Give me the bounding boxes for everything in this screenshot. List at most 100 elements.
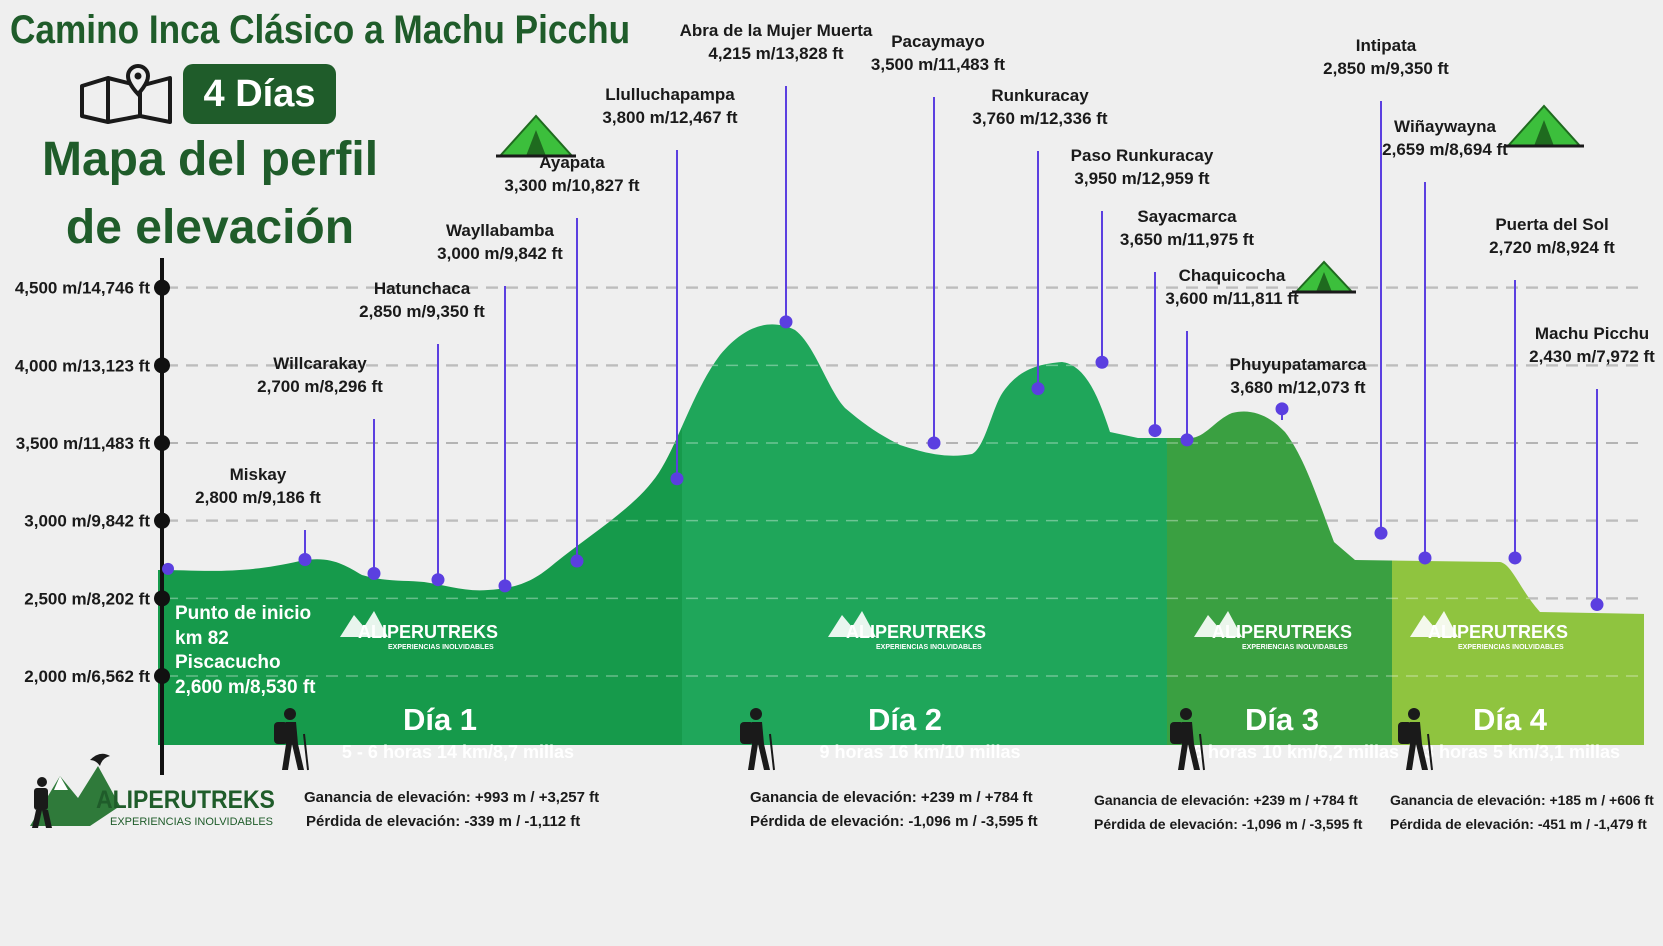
waypoint-dot: [1275, 402, 1289, 416]
start-line4: 2,600 m/8,530 ft: [175, 677, 316, 698]
waypoint-dot: [1031, 382, 1045, 396]
watermark-tagline: EXPERIENCIAS INOLVIDABLES: [388, 644, 494, 651]
tent-icon: [496, 114, 576, 158]
waypoint-name: Wayllabamba: [446, 221, 555, 240]
waypoint-labels: Miskay 2,800 m/9,186 ft Willcarakay 2,700 m…: [195, 21, 1655, 507]
day3-loss: Pérdida de elevación: -1,096 m / -3,595 …: [1094, 816, 1363, 832]
tent-icon: [1504, 104, 1584, 148]
day4-info: 3 horas 5 km/3,1 millas: [1424, 742, 1620, 762]
page-subtitle: Mapa del perfil de elevación: [10, 126, 410, 262]
watermark-logo: ALIPERUTREKS EXPERIENCIAS INOLVIDABLES: [340, 611, 498, 651]
watermark-brand: ALIPERUTREKS: [358, 622, 498, 642]
watermark-logo: ALIPERUTREKS EXPERIENCIAS INOLVIDABLES: [1194, 611, 1352, 651]
y-tick-label: 2,000 m/6,562 ft: [24, 667, 150, 686]
y-axis-ticks: 4,500 m/14,746 ft 4,000 m/13,123 ft 3,500 …: [15, 279, 170, 686]
waypoint-elevation: 4,215 m/13,828 ft: [708, 44, 843, 63]
waypoint-elevation: 3,500 m/11,483 ft: [871, 55, 1006, 74]
waypoint-dot: [1148, 424, 1162, 438]
waypoint-dot: [1180, 433, 1194, 447]
y-tick-dot: [154, 435, 170, 452]
waypoint-dot: [367, 566, 381, 580]
waypoint-dot: [431, 573, 445, 587]
day1-stats: Ganancia de elevación: +993 m / +3,257 f…: [304, 786, 599, 834]
hiker-icon: [1170, 708, 1205, 771]
waypoint-name: Abra de la Mujer Muerta: [680, 21, 873, 40]
waypoint-elevation: 2,659 m/8,694 ft: [1382, 140, 1508, 159]
day4-loss: Pérdida de elevación: -451 m / -1,479 ft: [1390, 816, 1647, 832]
waypoint-name: Miskay: [230, 465, 287, 484]
hiker-icon: [274, 708, 309, 771]
y-tick-label: 2,500 m/8,202 ft: [24, 589, 150, 608]
waypoint-dot: [1418, 551, 1432, 565]
waypoint-elevation: 3,600 m/11,811 ft: [1165, 289, 1299, 308]
waypoint-dot: [1374, 526, 1388, 540]
waypoint-dot: [298, 553, 312, 567]
waypoint-elevation: 3,680 m/12,073 ft: [1230, 378, 1365, 397]
start-line1: Punto de inicio: [175, 603, 311, 624]
waypoint-dot: [1095, 355, 1109, 369]
tent-icon: [1292, 260, 1356, 294]
watermark-brand: ALIPERUTREKS: [1428, 622, 1568, 642]
day1-block: Día 1 5 - 6 horas 14 km/8,7 millas: [342, 702, 574, 762]
waypoint-dot: [927, 436, 941, 450]
day1-info: 5 - 6 horas 14 km/8,7 millas: [342, 742, 574, 762]
y-tick-label: 3,000 m/9,842 ft: [24, 512, 150, 531]
start-line3: Piscacucho: [175, 652, 281, 673]
watermark-logo: ALIPERUTREKS EXPERIENCIAS INOLVIDABLES: [1410, 611, 1568, 651]
waypoint-dot: [779, 315, 793, 329]
day1-label: Día 1: [403, 702, 477, 737]
brand-tagline: EXPERIENCIAS INOLVIDABLES: [110, 816, 274, 828]
day1-loss: Pérdida de elevación: -339 m / -1,112 ft: [306, 813, 581, 830]
waypoint-dot: [1590, 598, 1604, 612]
start-label: Punto de inicio km 82 Piscacucho 2,600 m…: [175, 603, 316, 698]
waypoint-name: Chaquicocha: [1179, 266, 1286, 285]
waypoint-elevation: 3,760 m/12,336 ft: [972, 109, 1107, 128]
subtitle-line2: de elevación: [65, 201, 355, 254]
start-dot: [162, 562, 174, 575]
waypoint-elevation: 3,000 m/9,842 ft: [437, 244, 563, 263]
brand-logo: [30, 753, 120, 828]
waypoint-elevation: 2,430 m/7,972 ft: [1529, 347, 1655, 366]
waypoint-elevation: 3,300 m/10,827 ft: [504, 176, 639, 195]
waypoint-name: Wiñaywayna: [1394, 117, 1496, 136]
day3-info: 6 horas 10 km/6,2 millas: [1193, 742, 1399, 762]
subtitle-line1: Mapa del perfil: [41, 133, 379, 186]
y-tick-dot: [154, 357, 170, 374]
waypoint-elevation: 3,800 m/12,467 ft: [602, 108, 737, 127]
watermark-brand: ALIPERUTREKS: [846, 622, 986, 642]
day2-gain: Ganancia de elevación: +239 m / +784 ft: [750, 789, 1033, 806]
day2-block: Día 2 9 horas 16 km/10 millas: [819, 702, 1020, 762]
y-tick-label: 4,500 m/14,746 ft: [15, 279, 150, 298]
day2-info: 9 horas 16 km/10 millas: [819, 742, 1020, 762]
day4-label: Día 4: [1473, 702, 1548, 737]
waypoint-elevation: 2,700 m/8,296 ft: [257, 377, 383, 396]
watermark-tagline: EXPERIENCIAS INOLVIDABLES: [876, 644, 982, 651]
waypoint-name: Hatunchaca: [374, 279, 471, 298]
day2-stats: Ganancia de elevación: +239 m / +784 ft …: [750, 786, 1038, 834]
waypoint-name: Runkuracay: [991, 86, 1089, 105]
waypoint-name: Paso Runkuracay: [1071, 146, 1214, 165]
day2-loss: Pérdida de elevación: -1,096 m / -3,595 …: [750, 813, 1038, 830]
waypoint-elevation: 2,850 m/9,350 ft: [359, 302, 485, 321]
day3-block: Día 3 6 horas 10 km/6,2 millas: [1193, 702, 1399, 762]
watermark-tagline: EXPERIENCIAS INOLVIDABLES: [1458, 644, 1564, 651]
day4-stats: Ganancia de elevación: +185 m / +606 ft …: [1390, 788, 1654, 836]
waypoint-name: Willcarakay: [273, 354, 367, 373]
waypoint-elevation: 2,800 m/9,186 ft: [195, 488, 321, 507]
waypoint-name: Machu Picchu: [1535, 324, 1649, 343]
waypoint-name: Puerta del Sol: [1495, 215, 1608, 234]
day3-label: Día 3: [1245, 702, 1319, 737]
y-tick-dot: [154, 590, 170, 607]
y-tick-label: 3,500 m/11,483 ft: [16, 434, 151, 453]
day3-stats: Ganancia de elevación: +239 m / +784 ft …: [1094, 788, 1362, 836]
day4-gain: Ganancia de elevación: +185 m / +606 ft: [1390, 792, 1654, 808]
waypoint-name: Intipata: [1356, 36, 1417, 55]
waypoint-elevation: 3,650 m/11,975 ft: [1120, 230, 1255, 249]
waypoint-name: Pacaymayo: [891, 32, 985, 51]
y-tick-dot: [154, 279, 170, 296]
waypoint-dot: [570, 554, 584, 568]
day1-gain: Ganancia de elevación: +993 m / +3,257 f…: [304, 789, 600, 806]
y-tick-dot: [154, 668, 170, 684]
